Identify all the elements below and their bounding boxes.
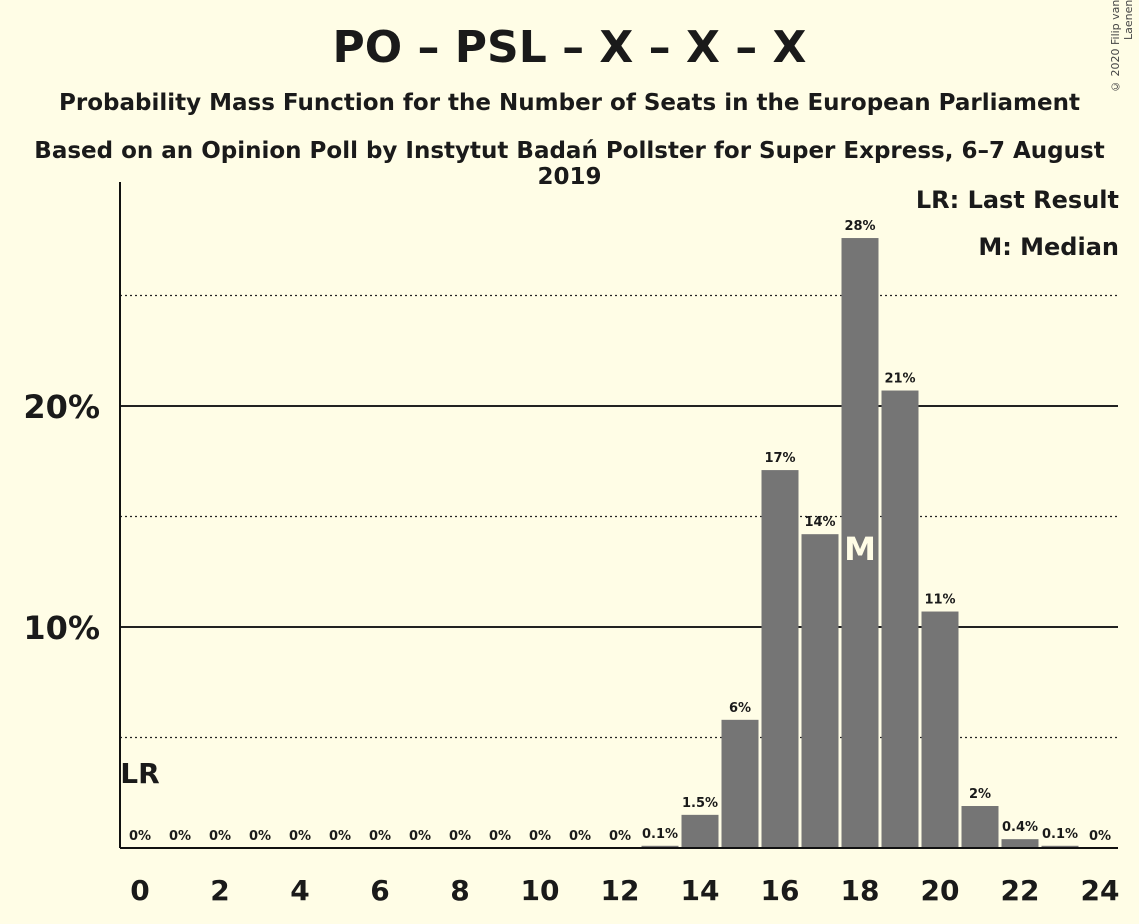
bar <box>681 814 719 848</box>
legend-last-result: LR: Last Result <box>915 186 1119 214</box>
bar <box>1041 845 1079 848</box>
bars <box>641 238 1079 849</box>
chart-title: PO – PSL – X – X – X <box>332 22 807 73</box>
data-label: 11% <box>924 593 955 608</box>
data-label: 0% <box>409 829 431 844</box>
legend-median: M: Median <box>978 233 1119 261</box>
y-tick-label: 10% <box>23 609 100 647</box>
data-label: 0% <box>329 829 351 844</box>
bar <box>961 806 999 848</box>
x-tick-label: 8 <box>450 874 469 907</box>
median-marker: M <box>844 530 876 568</box>
data-label: 0% <box>569 829 591 844</box>
data-label: 0% <box>209 829 231 844</box>
x-tick-label: 2 <box>210 874 229 907</box>
axes: 10%20%0 2 4 6 8 10 12 14 16 18 20 22 24 <box>23 182 1119 907</box>
x-tick-label: 0 <box>130 874 149 907</box>
y-tick-label: 20% <box>23 388 100 426</box>
bar <box>641 845 679 848</box>
data-label: 0% <box>1089 829 1111 844</box>
x-tick-label: 22 <box>1001 874 1040 907</box>
data-label: 0.4% <box>1002 820 1038 835</box>
gridlines <box>120 294 1118 739</box>
data-label: 21% <box>884 372 915 387</box>
data-label: 28% <box>844 219 875 234</box>
chart-subtitle: Probability Mass Function for the Number… <box>59 90 1080 116</box>
bar <box>1001 839 1039 848</box>
data-label: 14% <box>804 515 835 530</box>
data-label: 0% <box>449 829 471 844</box>
data-labels: 0% 0% 0% 0% 0% 0% 0% 0% 0% 0% 0% 0% 0% 0.1% 1.5% 6% 17% 1… <box>120 219 1111 844</box>
bar <box>801 534 839 848</box>
data-label: 17% <box>764 451 795 466</box>
data-label: 0.1% <box>642 827 678 842</box>
x-tick-label: 24 <box>1081 874 1120 907</box>
last-result-marker: LR <box>120 757 159 790</box>
data-label: 0% <box>169 829 191 844</box>
data-label: 0% <box>369 829 391 844</box>
bar <box>921 611 959 848</box>
data-label: 0% <box>609 829 631 844</box>
x-tick-label: 10 <box>521 874 560 907</box>
bar <box>721 719 759 848</box>
data-label: 0% <box>529 829 551 844</box>
x-tick-label: 4 <box>290 874 309 907</box>
data-label: 0% <box>489 829 511 844</box>
x-tick-label: 16 <box>761 874 800 907</box>
x-tick-label: 20 <box>921 874 960 907</box>
data-label: 0% <box>289 829 311 844</box>
data-label: 2% <box>969 787 991 802</box>
data-label: 0% <box>129 829 151 844</box>
data-label: 6% <box>729 701 751 716</box>
chart-source: Based on an Opinion Poll by Instytut Bad… <box>34 138 1105 190</box>
data-label: 0.1% <box>1042 827 1078 842</box>
bar <box>841 238 879 849</box>
bar <box>761 470 799 848</box>
x-tick-label: 6 <box>370 874 389 907</box>
x-tick-label: 14 <box>681 874 720 907</box>
x-tick-label: 12 <box>601 874 640 907</box>
x-tick-label: 18 <box>841 874 880 907</box>
bar <box>881 390 919 848</box>
data-label: 1.5% <box>682 796 718 811</box>
data-label: 0% <box>249 829 271 844</box>
